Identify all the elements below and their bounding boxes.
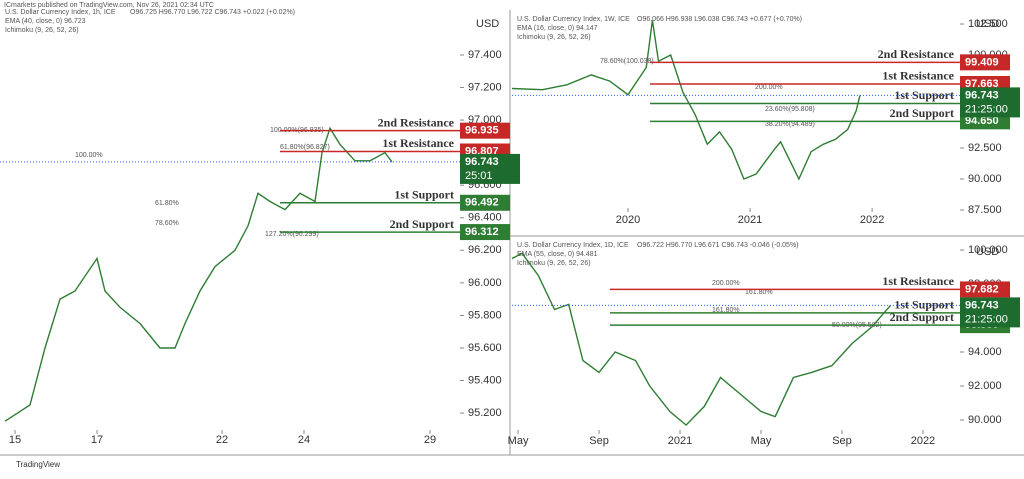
level-name: 2nd Support — [390, 217, 454, 231]
y-tick-label: 100.000 — [968, 244, 1008, 256]
y-tick-label: 95.400 — [468, 374, 502, 386]
currency: USD — [976, 246, 999, 258]
level-name: 1st Resistance — [882, 69, 954, 83]
y-tick-label: 97.200 — [468, 81, 502, 93]
fib-label: 200.00% — [755, 84, 783, 91]
price-box — [960, 87, 1020, 118]
y-tick-label: 96.200 — [468, 244, 502, 256]
level-box — [460, 224, 510, 241]
level-name: 1st Support — [894, 88, 954, 102]
level-value: 94.650 — [965, 115, 999, 127]
indicator: EMA (55, close, 0) 94.481 — [517, 251, 598, 258]
level-name: 2nd Support — [890, 106, 954, 120]
chart-title: U.S. Dollar Currency Index, 1W, ICE — [517, 16, 630, 23]
y-tick-label: 96.400 — [468, 212, 502, 224]
currency: USD — [976, 18, 999, 30]
ohlc: O96.066 H96.938 L96.038 C96.743 +0.677 (… — [637, 16, 802, 23]
x-tick-label: May — [751, 435, 772, 447]
fib-label: 78.60% — [155, 220, 179, 227]
y-tick-label: 87.500 — [968, 204, 1002, 216]
x-tick-label: 2022 — [911, 435, 935, 447]
y-tick-label: 92.500 — [968, 142, 1002, 154]
level-box — [460, 194, 510, 211]
price-value: 96.743 — [465, 156, 499, 168]
fib-label: 23.60%(95.808) — [765, 106, 815, 113]
fib-label: 200.00% — [712, 280, 740, 287]
level-box — [960, 54, 1010, 71]
ohlc: O96.722 H96.770 L96.671 C96.743 -0.046 (… — [637, 242, 799, 249]
level-box — [460, 122, 510, 139]
indicator: Ichimoku (9, 26, 52, 26) — [5, 27, 79, 34]
level-value: 96.492 — [465, 197, 499, 209]
level-name: 1st Resistance — [382, 136, 454, 150]
x-tick-label: 2020 — [616, 214, 640, 226]
y-tick-label: 102.500 — [968, 18, 1008, 30]
currency: USD — [476, 18, 499, 30]
level-value: 96.312 — [465, 226, 499, 238]
fib-label: 127.20%(96.299) — [265, 231, 319, 238]
chart-title: U.S. Dollar Currency Index, 1h, ICE — [5, 9, 116, 16]
footer: TradingView — [16, 460, 60, 469]
fib-label: 161.80% — [712, 307, 740, 314]
fib-label: 38.20%(94.489) — [765, 121, 815, 128]
y-tick-label: 94.000 — [968, 346, 1002, 358]
price-box — [960, 297, 1020, 328]
x-tick-label: 17 — [91, 434, 103, 446]
y-tick-label: 95.600 — [468, 342, 502, 354]
x-tick-label: May — [508, 435, 529, 447]
fib-label: 61.80%(96.827) — [280, 144, 330, 151]
fib-label: 61.80% — [155, 200, 179, 207]
price-countdown: 25:01 — [465, 170, 493, 182]
level-name: 1st Support — [394, 188, 454, 202]
x-tick-label: 15 — [9, 434, 21, 446]
y-tick-label: 95.800 — [468, 309, 502, 321]
y-tick-label: 97.400 — [468, 49, 502, 61]
price-countdown: 21:25:00 — [965, 313, 1008, 325]
fib-label: 100.00% — [75, 152, 103, 159]
y-tick-label: 95.200 — [468, 407, 502, 419]
x-tick-label: 22 — [216, 434, 228, 446]
price-value: 96.743 — [965, 299, 999, 311]
y-tick-label: 90.000 — [968, 414, 1002, 426]
indicator: EMA (40, close, 0) 96.723 — [5, 18, 86, 25]
y-tick-label: 90.000 — [968, 173, 1002, 185]
chart-title: U.S. Dollar Currency Index, 1D, ICE — [517, 242, 629, 249]
level-name: 2nd Support — [890, 310, 954, 324]
x-tick-label: Sep — [832, 435, 852, 447]
fib-label: 161.80% — [745, 289, 773, 296]
price-box — [460, 153, 520, 184]
fib-label: 78.60%(100.038) — [600, 58, 654, 65]
x-tick-label: 2021 — [668, 435, 692, 447]
level-name: 1st Support — [894, 298, 954, 312]
price-line — [4, 126, 393, 422]
level-name: 2nd Resistance — [378, 115, 455, 129]
indicator: Ichimoku (9, 26, 52, 26) — [517, 34, 591, 41]
price-countdown: 21:25:00 — [965, 103, 1008, 115]
header: ICmarkets published on TradingView.com, … — [4, 2, 214, 9]
indicator: EMA (16, close, 0) 94.147 — [517, 25, 598, 32]
price-line — [511, 20, 861, 181]
level-name: 2nd Resistance — [878, 47, 955, 61]
level-value: 96.935 — [465, 125, 499, 137]
level-value: 99.409 — [965, 56, 999, 68]
x-tick-label: 29 — [424, 434, 436, 446]
y-tick-label: 96.000 — [468, 277, 502, 289]
x-tick-label: 2021 — [738, 214, 762, 226]
y-tick-label: 92.000 — [968, 380, 1002, 392]
level-box — [960, 281, 1010, 298]
x-tick-label: 2022 — [860, 214, 884, 226]
x-tick-label: Sep — [589, 435, 609, 447]
x-tick-label: 24 — [298, 434, 310, 446]
level-name: 1st Resistance — [882, 274, 954, 288]
ohlc: O96.725 H96.770 L96.722 C96.743 +0.022 (… — [130, 9, 295, 16]
price-value: 96.743 — [965, 89, 999, 101]
level-value: 97.663 — [965, 78, 999, 90]
indicator: Ichimoku (9, 26, 52, 26) — [517, 260, 591, 267]
level-value: 97.682 — [965, 283, 999, 295]
